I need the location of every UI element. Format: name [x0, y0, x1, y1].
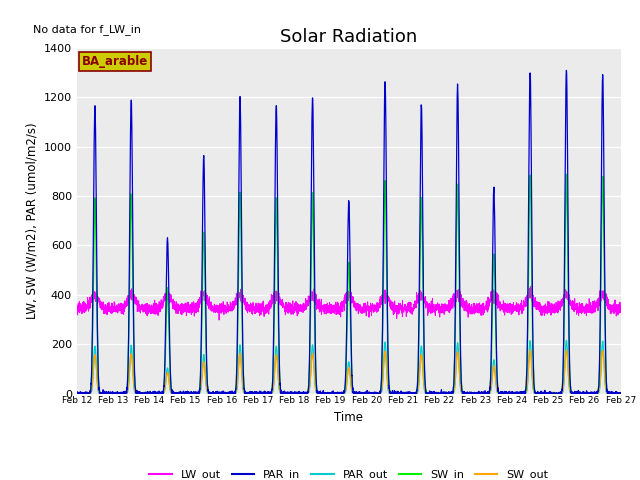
- PAR_out: [171, 391, 179, 396]
- LW_out: [215, 317, 223, 323]
- X-axis label: Time: Time: [334, 411, 364, 424]
- SW_in: [73, 391, 81, 396]
- SW_in: [502, 391, 509, 396]
- SW_in: [471, 390, 479, 396]
- SW_in: [617, 391, 625, 396]
- SW_out: [440, 391, 448, 396]
- PAR_out: [617, 391, 625, 396]
- PAR_in: [171, 391, 179, 396]
- Text: BA_arable: BA_arable: [82, 55, 148, 68]
- Line: SW_in: SW_in: [77, 174, 621, 394]
- PAR_out: [616, 391, 624, 396]
- Title: Solar Radiation: Solar Radiation: [280, 28, 417, 47]
- LW_out: [329, 303, 337, 309]
- SW_out: [563, 347, 570, 353]
- LW_out: [73, 301, 81, 307]
- PAR_in: [563, 68, 570, 73]
- LW_out: [171, 299, 179, 304]
- Y-axis label: LW, SW (W/m2), PAR (umol/m2/s): LW, SW (W/m2), PAR (umol/m2/s): [25, 122, 38, 319]
- Legend: LW_out, PAR_in, PAR_out, SW_in, SW_out: LW_out, PAR_in, PAR_out, SW_in, SW_out: [145, 465, 552, 480]
- Line: LW_out: LW_out: [77, 287, 621, 320]
- SW_in: [563, 171, 570, 177]
- PAR_in: [73, 390, 81, 396]
- PAR_out: [502, 391, 509, 396]
- PAR_out: [471, 391, 479, 396]
- SW_out: [73, 391, 81, 396]
- LW_out: [471, 310, 479, 316]
- SW_in: [616, 391, 624, 396]
- LW_out: [616, 309, 624, 314]
- PAR_in: [471, 390, 479, 396]
- PAR_out: [440, 391, 448, 396]
- PAR_in: [502, 390, 509, 396]
- PAR_in: [616, 390, 624, 396]
- SW_out: [471, 391, 479, 396]
- PAR_in: [329, 390, 337, 396]
- Line: PAR_in: PAR_in: [77, 71, 621, 394]
- PAR_in: [617, 391, 625, 396]
- LW_out: [617, 309, 625, 315]
- PAR_out: [328, 391, 336, 396]
- PAR_in: [73, 391, 81, 396]
- Line: PAR_out: PAR_out: [77, 340, 621, 394]
- LW_out: [441, 305, 449, 311]
- PAR_in: [441, 391, 449, 396]
- LW_out: [502, 300, 509, 306]
- Text: No data for f_LW_in: No data for f_LW_in: [33, 24, 141, 35]
- SW_out: [617, 391, 625, 396]
- SW_out: [616, 391, 624, 396]
- PAR_out: [73, 391, 81, 396]
- PAR_out: [563, 337, 570, 343]
- LW_out: [527, 284, 534, 289]
- Line: SW_out: SW_out: [77, 350, 621, 394]
- SW_in: [328, 391, 336, 396]
- SW_in: [440, 391, 448, 396]
- SW_out: [171, 391, 179, 396]
- SW_out: [502, 391, 509, 396]
- SW_out: [328, 391, 336, 396]
- SW_in: [171, 390, 179, 396]
